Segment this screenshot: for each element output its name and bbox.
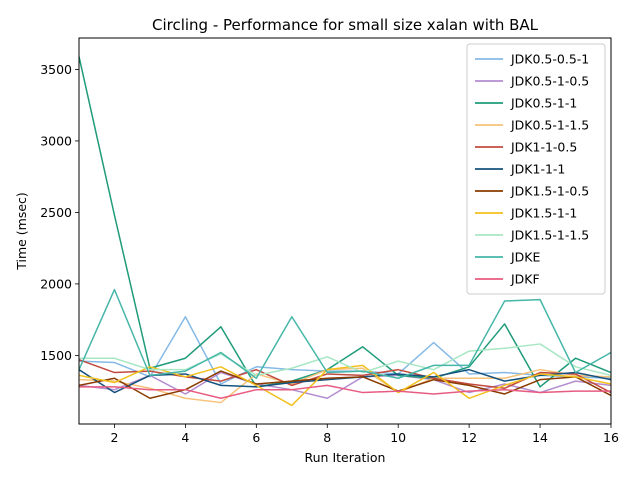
legend-entry-label: JDK0.5-1-0.5	[510, 74, 589, 89]
legend-entry-label: JDK0.5-0.5-1	[510, 52, 589, 67]
x-tick-label: 14	[532, 430, 548, 445]
x-tick-label: 10	[390, 430, 406, 445]
y-tick-label: 2500	[40, 205, 72, 220]
y-axis-ticks: 1500 2000 2500 3000 3500	[40, 62, 79, 363]
legend-entry-label: JDK1.5-1-1.5	[510, 228, 589, 243]
legend-entry-label: JDKF	[510, 272, 540, 287]
legend-entry-label: JDK0.5-1-1	[510, 96, 577, 111]
y-axis-label: Time (msec)	[14, 192, 29, 271]
legend-entry-label: JDK1.5-1-0.5	[510, 184, 589, 199]
legend-entry-label: JDK1-1-1	[510, 162, 565, 177]
x-tick-label: 2	[110, 430, 118, 445]
series-line-JDKF	[79, 384, 611, 400]
series-line-JDK1.5-1-1.5	[79, 343, 611, 377]
x-axis-ticks: 2 4 6 8 10 12 14 16	[110, 424, 619, 445]
x-tick-label: 12	[461, 430, 477, 445]
legend-entry-label: JDK1.5-1-1	[510, 206, 577, 221]
y-tick-label: 3000	[40, 133, 72, 148]
x-tick-label: 6	[252, 430, 260, 445]
x-axis-label: Run Iteration	[305, 450, 386, 465]
plot-frame	[78, 37, 612, 425]
legend-entry-label: JDKE	[510, 250, 541, 265]
x-tick-label: 16	[603, 430, 619, 445]
chart-title: Circling - Performance for small size xa…	[152, 16, 539, 34]
y-tick-label: 3500	[40, 62, 72, 77]
x-tick-label: 8	[323, 430, 331, 445]
series-line-JDK0.5-1-1	[79, 56, 611, 388]
series-line-JDK0.5-1-0.5	[79, 371, 611, 400]
legend-entry-label: JDK0.5-1-1.5	[510, 118, 589, 133]
series-line-JDK0.5-1-1.5	[79, 367, 611, 404]
legend: JDK0.5-0.5-1 JDK0.5-1-0.5 JDK0.5-1-1 JDK0.5…	[466, 43, 606, 295]
legend-entry-label: JDK1-1-0.5	[510, 140, 577, 155]
y-tick-label: 1500	[40, 348, 72, 363]
y-tick-label: 2000	[40, 276, 72, 291]
series-line-JDKE	[79, 288, 611, 379]
plot-lines	[79, 56, 611, 407]
legend-box	[466, 43, 606, 295]
series-line-JDK1.5-1-1	[79, 364, 611, 407]
series-line-JDK1.5-1-0.5	[79, 370, 611, 400]
x-tick-label: 4	[181, 430, 189, 445]
